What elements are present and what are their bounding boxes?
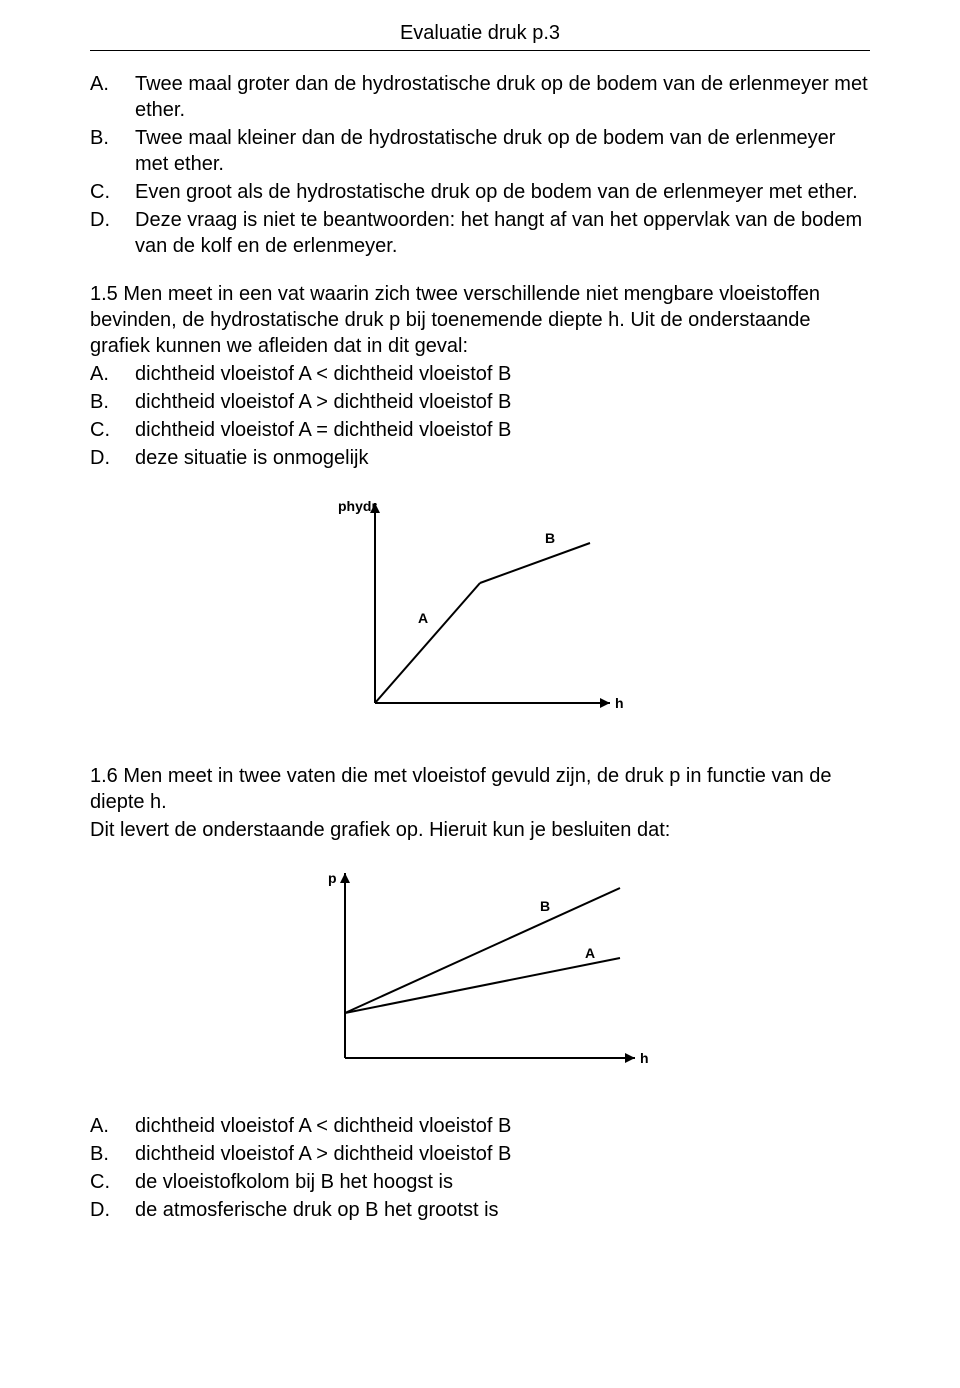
page-title: Evaluatie druk p.3 <box>400 22 560 44</box>
option-letter: B. <box>90 1141 135 1167</box>
list-item: D. Deze vraag is niet te beantwoorden: h… <box>90 207 870 259</box>
q1-6-intro-1: 1.6 Men meet in twee vaten die met vloei… <box>90 763 870 815</box>
option-text: de atmosferische druk op B het grootst i… <box>135 1197 870 1223</box>
q1-6-options: A. dichtheid vloeistof A < dichtheid vlo… <box>90 1113 870 1223</box>
list-item: A. Twee maal groter dan de hydrostatisch… <box>90 71 870 123</box>
list-item: B. Twee maal kleiner dan de hydrostatisc… <box>90 125 870 177</box>
option-text: dichtheid vloeistof A > dichtheid vloeis… <box>135 389 870 415</box>
option-text: dichtheid vloeistof A < dichtheid vloeis… <box>135 361 870 387</box>
option-text: Even groot als de hydrostatische druk op… <box>135 179 870 205</box>
q1-5-chart: phydr h A B <box>330 493 630 733</box>
list-item: D. deze situatie is onmogelijk <box>90 445 870 471</box>
option-letter: B. <box>90 389 135 415</box>
option-text: dichtheid vloeistof A < dichtheid vloeis… <box>135 1113 870 1139</box>
svg-text:phydr: phydr <box>338 498 377 514</box>
list-item: D. de atmosferische druk op B het groots… <box>90 1197 870 1223</box>
list-item: B. dichtheid vloeistof A > dichtheid vlo… <box>90 389 870 415</box>
list-item: A. dichtheid vloeistof A < dichtheid vlo… <box>90 1113 870 1139</box>
option-letter: D. <box>90 207 135 259</box>
option-text: Deze vraag is niet te beantwoorden: het … <box>135 207 870 259</box>
list-item: B. dichtheid vloeistof A > dichtheid vlo… <box>90 1141 870 1167</box>
list-item: A. dichtheid vloeistof A < dichtheid vlo… <box>90 361 870 387</box>
option-text: dichtheid vloeistof A = dichtheid vloeis… <box>135 417 870 443</box>
list-item: C. de vloeistofkolom bij B het hoogst is <box>90 1169 870 1195</box>
svg-text:A: A <box>585 945 595 961</box>
option-text: deze situatie is onmogelijk <box>135 445 870 471</box>
option-letter: D. <box>90 445 135 471</box>
list-item: C. dichtheid vloeistof A = dichtheid vlo… <box>90 417 870 443</box>
page: Evaluatie druk p.3 A. Twee maal groter d… <box>0 0 960 1388</box>
svg-text:B: B <box>545 530 555 546</box>
q1-6-chart: p h A B <box>300 863 660 1083</box>
svg-text:p: p <box>328 870 337 886</box>
option-letter: B. <box>90 125 135 177</box>
svg-text:B: B <box>540 898 550 914</box>
svg-text:h: h <box>640 1050 649 1066</box>
option-text: Twee maal kleiner dan de hydrostatische … <box>135 125 870 177</box>
option-letter: A. <box>90 71 135 123</box>
q1-5-chart-wrap: phydr h A B <box>90 493 870 733</box>
option-text: dichtheid vloeistof A > dichtheid vloeis… <box>135 1141 870 1167</box>
option-letter: D. <box>90 1197 135 1223</box>
option-text: Twee maal groter dan de hydrostatische d… <box>135 71 870 123</box>
q1-6-chart-wrap: p h A B <box>90 863 870 1083</box>
option-letter: C. <box>90 417 135 443</box>
option-letter: A. <box>90 1113 135 1139</box>
svg-text:h: h <box>615 695 624 711</box>
q1-5-intro: 1.5 Men meet in een vat waarin zich twee… <box>90 281 870 359</box>
svg-text:A: A <box>418 610 428 626</box>
option-text: de vloeistofkolom bij B het hoogst is <box>135 1169 870 1195</box>
list-item: C. Even groot als de hydrostatische druk… <box>90 179 870 205</box>
q1-5-options: A. dichtheid vloeistof A < dichtheid vlo… <box>90 361 870 471</box>
q1-4-options: A. Twee maal groter dan de hydrostatisch… <box>90 71 870 259</box>
option-letter: C. <box>90 1169 135 1195</box>
q1-6-intro-2: Dit levert de onderstaande grafiek op. H… <box>90 817 870 843</box>
option-letter: C. <box>90 179 135 205</box>
option-letter: A. <box>90 361 135 387</box>
page-header: Evaluatie druk p.3 <box>90 20 870 51</box>
